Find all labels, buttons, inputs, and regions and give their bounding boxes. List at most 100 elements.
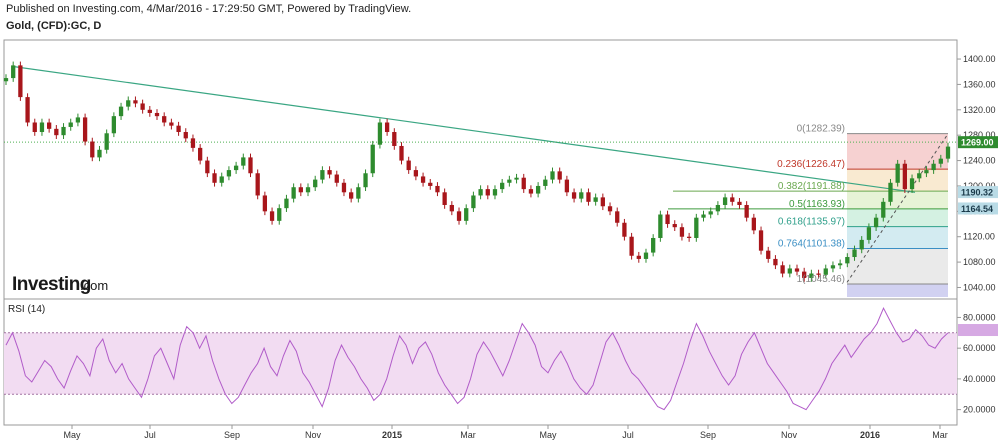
rsi-line bbox=[5, 307, 949, 411]
fibonacci-labels: 0(1282.39) 0.236(1226.47) 0.382(1191.88) 0.… bbox=[777, 124, 845, 285]
candle-body bbox=[140, 103, 145, 110]
candle-body bbox=[370, 144, 375, 174]
candle-body bbox=[751, 217, 756, 231]
candle-body bbox=[686, 236, 692, 238]
fib-zone bbox=[847, 191, 948, 209]
candle-body bbox=[226, 170, 232, 177]
rsi-title: RSI (14) bbox=[8, 304, 45, 315]
candle-body bbox=[198, 147, 203, 161]
candle-body bbox=[845, 257, 850, 264]
candle-body bbox=[233, 165, 239, 171]
candle-body bbox=[794, 268, 800, 272]
fib-label: 0.5(1163.93) bbox=[789, 199, 845, 210]
logo-suffix: .com bbox=[80, 278, 108, 293]
candle-body bbox=[500, 182, 505, 190]
candle-body bbox=[802, 271, 807, 278]
candle-body bbox=[658, 214, 663, 238]
candle-body bbox=[183, 132, 188, 139]
time-tick-label: Mar bbox=[932, 430, 948, 440]
candle-body bbox=[147, 109, 152, 113]
rsi-tick-label: 80.0000 bbox=[963, 312, 996, 322]
candle-body bbox=[284, 198, 289, 209]
fib-label: 0(1282.39) bbox=[797, 124, 845, 135]
candle-body bbox=[758, 230, 764, 251]
candle-body bbox=[47, 122, 52, 129]
symbol-title: Gold, (CFD):GC, D bbox=[6, 20, 102, 32]
candle-body bbox=[730, 197, 735, 202]
rsi-tick-label: 60.0000 bbox=[963, 343, 996, 353]
price-tag-box bbox=[958, 202, 998, 215]
candle-body bbox=[938, 158, 943, 164]
time-tick-label: Nov bbox=[305, 430, 322, 440]
candle-body bbox=[190, 138, 196, 148]
time-tick-label: Sep bbox=[224, 430, 240, 440]
candle-body bbox=[399, 145, 404, 161]
fib-label: 0.618(1135.97) bbox=[778, 217, 845, 228]
candle-body bbox=[773, 258, 778, 266]
candle-body bbox=[327, 170, 332, 175]
candle-body bbox=[600, 197, 605, 207]
candle-body bbox=[384, 122, 390, 133]
price-tick-label: 1280.00 bbox=[963, 130, 996, 140]
candle-body bbox=[507, 179, 512, 183]
candle-body bbox=[291, 187, 296, 199]
price-tick-label: 1080.00 bbox=[963, 257, 996, 267]
candle-body bbox=[837, 263, 843, 266]
candle-body bbox=[126, 100, 131, 107]
chart-border bbox=[3, 39, 958, 426]
price-tick-label: 1040.00 bbox=[963, 282, 996, 292]
candle-body bbox=[61, 126, 66, 136]
candle-body bbox=[320, 170, 325, 180]
candle-body bbox=[420, 176, 426, 183]
candle-body bbox=[787, 268, 792, 274]
candle-body bbox=[651, 237, 656, 253]
candle-body bbox=[277, 208, 282, 221]
candle-body bbox=[54, 128, 59, 136]
candle-body bbox=[39, 122, 45, 133]
candle-body bbox=[118, 106, 124, 117]
time-tick-label: Jul bbox=[144, 430, 156, 440]
candle-body bbox=[456, 211, 462, 221]
candle-body bbox=[68, 122, 73, 127]
price-tick-label: 1240.00 bbox=[963, 156, 996, 166]
candle-body bbox=[176, 125, 181, 133]
price-series bbox=[3, 61, 951, 282]
investing-logo: Investing .com bbox=[12, 274, 108, 295]
candle-body bbox=[269, 211, 275, 221]
chart-frame bbox=[3, 39, 958, 426]
candle-body bbox=[25, 97, 30, 123]
candle-body bbox=[895, 163, 900, 183]
candle-body bbox=[816, 273, 821, 275]
candle-body bbox=[593, 197, 598, 202]
candle-body bbox=[636, 255, 641, 259]
candle-body bbox=[543, 179, 548, 186]
candle-body bbox=[586, 192, 591, 202]
time-tick-label: May bbox=[539, 430, 557, 440]
candle-body bbox=[615, 211, 620, 223]
candle-body bbox=[744, 204, 749, 218]
candle-body bbox=[622, 222, 627, 237]
candle-body bbox=[219, 176, 224, 183]
trendlines bbox=[4, 66, 957, 283]
price-tick-label: 1360.00 bbox=[963, 79, 996, 89]
candle-body bbox=[341, 182, 347, 193]
price-tag-label: 1190.32 bbox=[961, 188, 993, 198]
candle-body bbox=[428, 182, 433, 186]
candle-body bbox=[859, 239, 864, 250]
candle-body bbox=[392, 132, 397, 146]
candle-body bbox=[82, 117, 88, 142]
candle-body bbox=[3, 78, 9, 82]
candle-body bbox=[133, 100, 138, 104]
candle-body bbox=[492, 189, 498, 196]
rsi-tick-label: 20.0000 bbox=[963, 405, 996, 415]
candle-body bbox=[313, 179, 318, 188]
fib-zone bbox=[847, 226, 948, 249]
candle-body bbox=[111, 116, 117, 134]
candle-body bbox=[169, 122, 174, 126]
candle-body bbox=[32, 122, 37, 133]
price-tick-label: 1400.00 bbox=[963, 54, 996, 64]
candle-body bbox=[75, 117, 81, 123]
candle-body bbox=[464, 208, 469, 221]
candle-body bbox=[449, 204, 454, 212]
